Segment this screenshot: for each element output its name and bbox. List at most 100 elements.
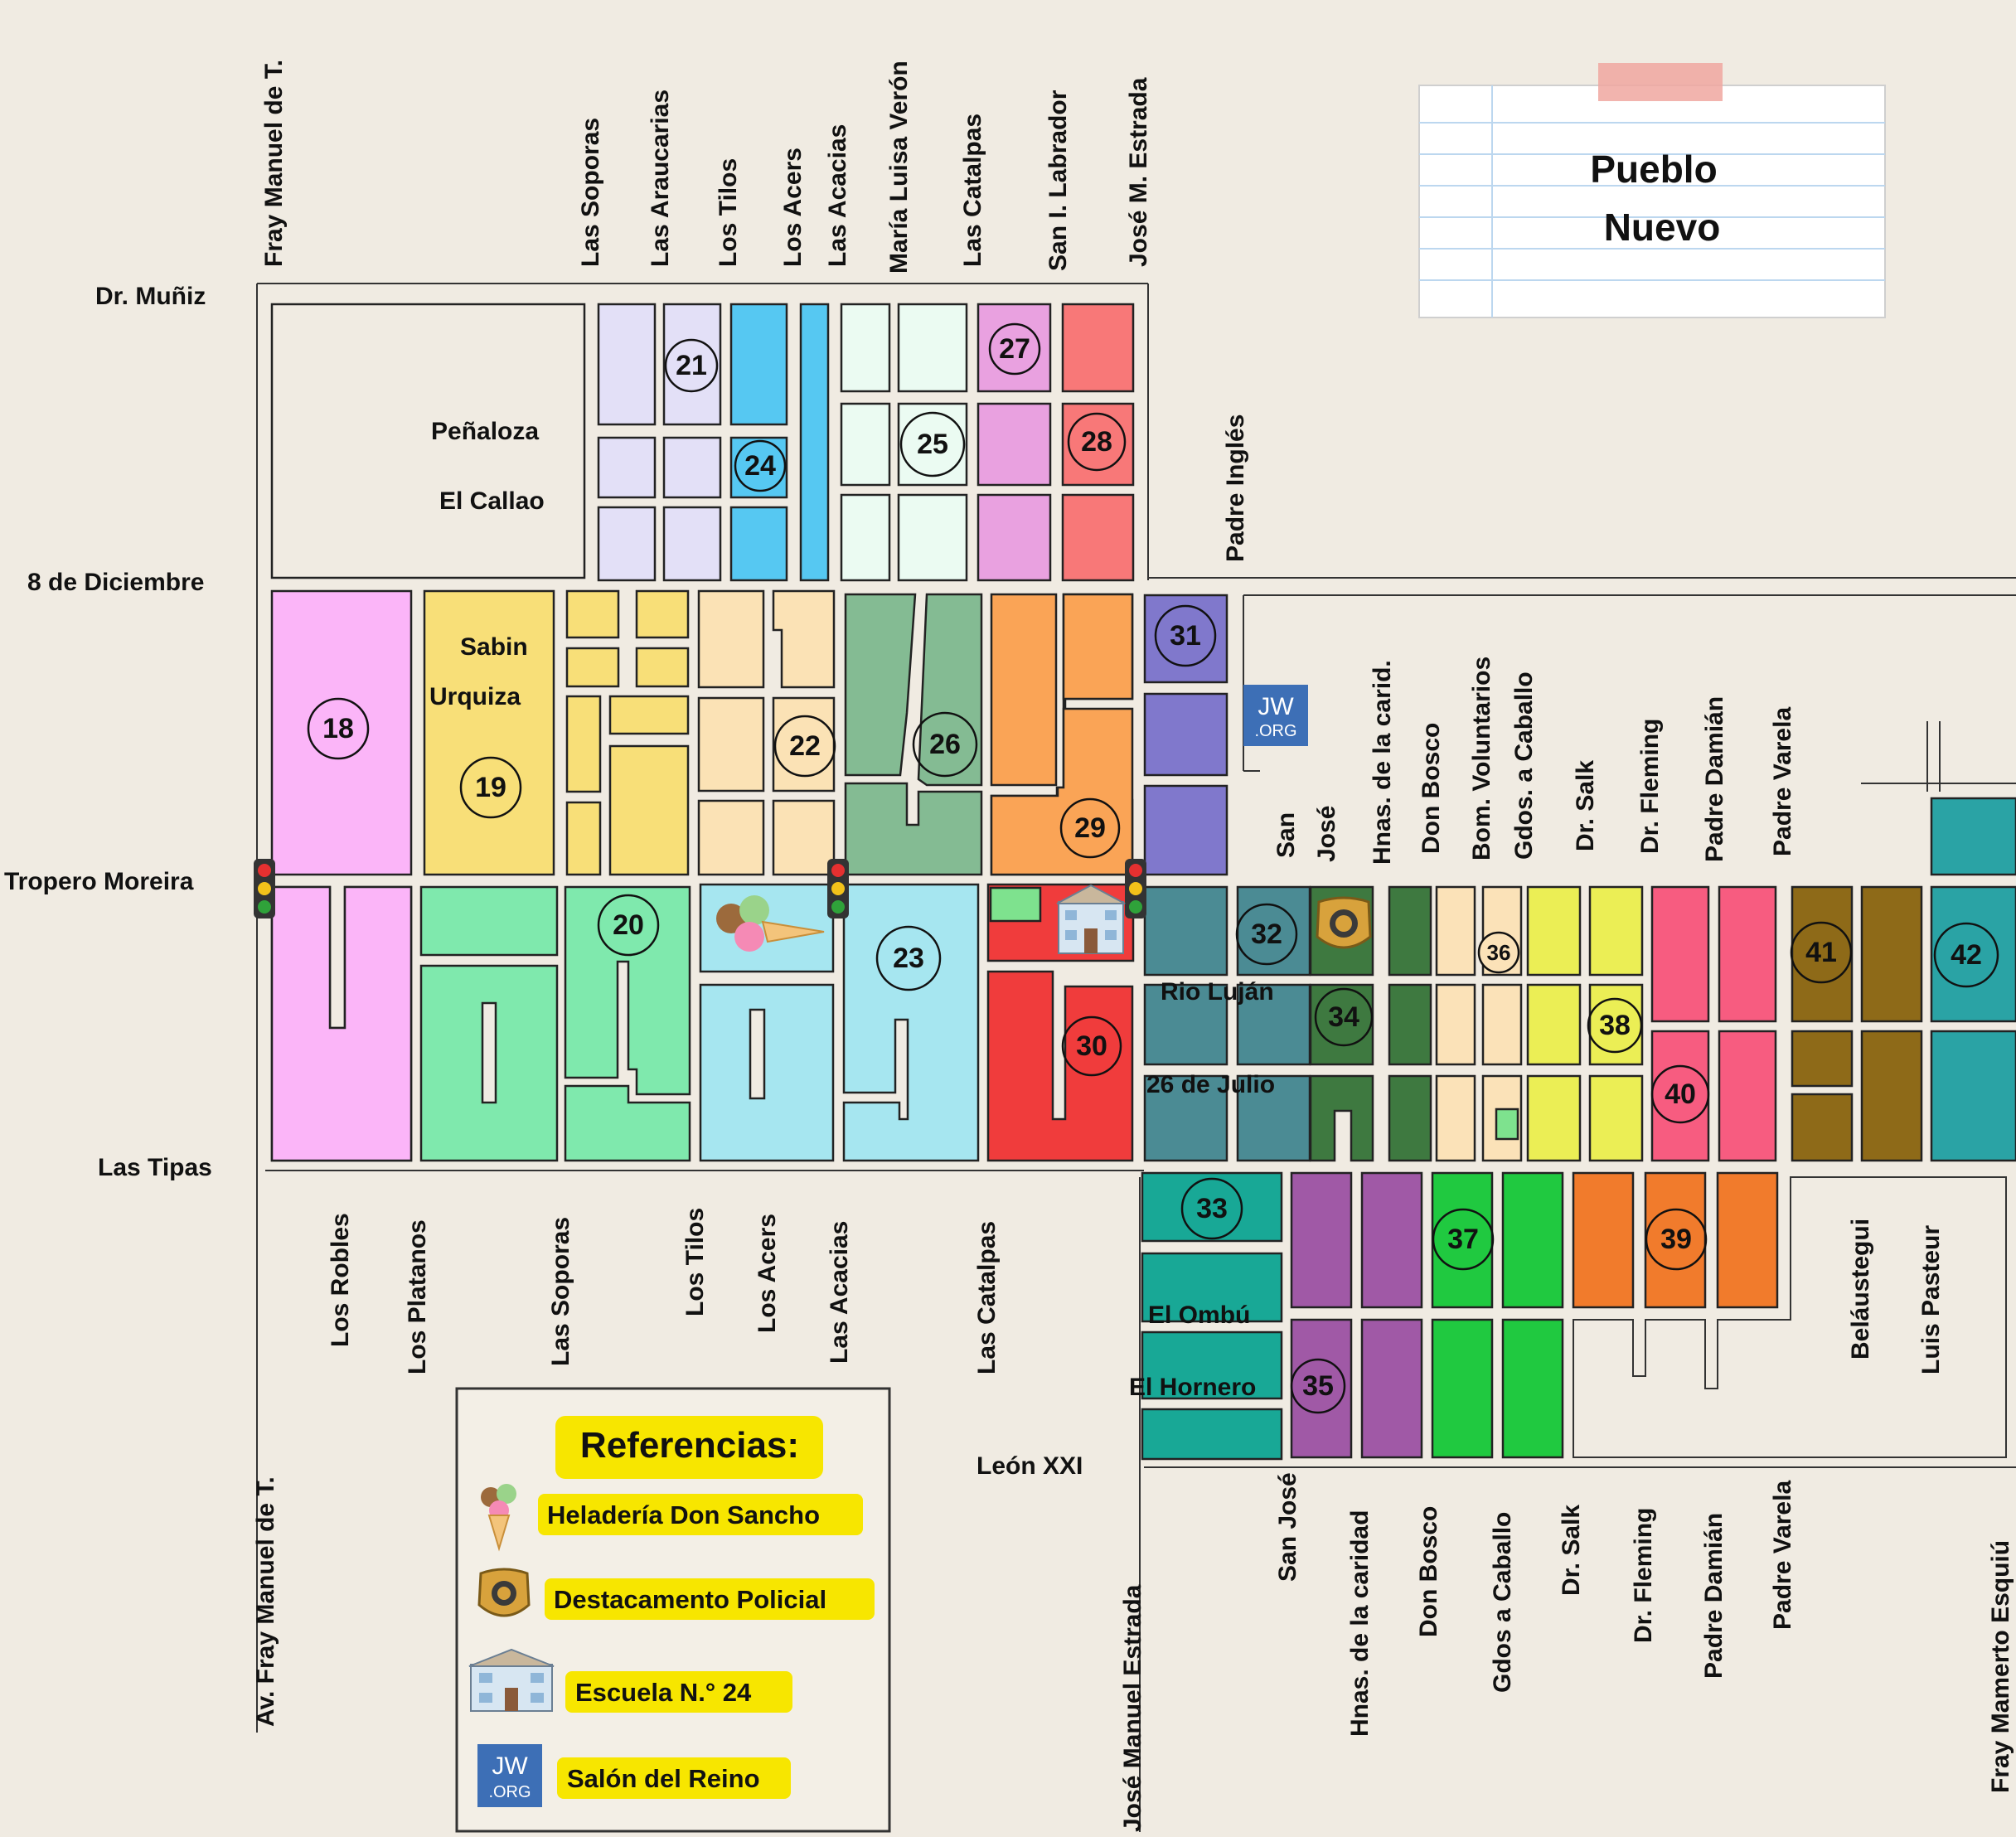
street-label: Los Tilos bbox=[681, 1208, 709, 1316]
street-label: Urquiza bbox=[429, 683, 521, 710]
territory-number: 32 bbox=[1235, 903, 1298, 966]
svg-text:36: 36 bbox=[1487, 940, 1511, 965]
territory-number: 30 bbox=[1061, 1015, 1122, 1077]
jw-org-icon: JW .ORG bbox=[477, 1744, 542, 1807]
street-label: Don Bosco bbox=[1415, 1506, 1442, 1637]
territory-number: 35 bbox=[1290, 1358, 1346, 1414]
jw-org-icon: JW .ORG bbox=[1243, 685, 1308, 746]
svg-text:41: 41 bbox=[1805, 937, 1837, 968]
street-label: Padre Varela bbox=[1769, 1481, 1796, 1630]
svg-text:21: 21 bbox=[676, 350, 707, 381]
svg-text:40: 40 bbox=[1665, 1078, 1696, 1110]
territory-number: 22 bbox=[773, 715, 836, 778]
street-label: Dr. Salk bbox=[1558, 1505, 1585, 1596]
street-label: Don Bosco bbox=[1418, 723, 1445, 854]
svg-text:20: 20 bbox=[613, 909, 644, 941]
street-label: Los Acers bbox=[779, 148, 807, 267]
road-edges bbox=[256, 283, 2016, 1832]
territory-number: 31 bbox=[1154, 604, 1217, 667]
svg-text:29: 29 bbox=[1074, 812, 1106, 844]
legend: Referencias: Heladería Don Sancho Destac… bbox=[455, 1387, 891, 1833]
svg-text:33: 33 bbox=[1196, 1193, 1228, 1224]
territory-number: 40 bbox=[1650, 1064, 1710, 1124]
traffic-light-icon bbox=[827, 859, 849, 918]
territory-number: 33 bbox=[1180, 1177, 1243, 1240]
horizontal-street-labels: Dr. Muñiz Peñaloza El Callao 8 de Diciem… bbox=[4, 283, 1275, 1480]
legend-label: Escuela N.° 24 bbox=[575, 1678, 752, 1707]
police-badge-icon bbox=[477, 1568, 531, 1617]
svg-text:38: 38 bbox=[1599, 1010, 1631, 1041]
street-label: Los Acers bbox=[754, 1214, 781, 1333]
territory-number: 41 bbox=[1790, 921, 1853, 984]
street-label: Gdos a Caballo bbox=[1489, 1512, 1516, 1693]
street-label: Los Tilos bbox=[715, 158, 742, 267]
legend-label: Destacamento Policial bbox=[554, 1585, 826, 1614]
street-label: Las Catalpas bbox=[959, 114, 986, 267]
legend-title: Referencias: bbox=[580, 1425, 799, 1466]
street-label: San José bbox=[1274, 1472, 1301, 1582]
street-label: José M. Estrada bbox=[1125, 77, 1152, 267]
svg-text:30: 30 bbox=[1076, 1030, 1107, 1062]
svg-text:32: 32 bbox=[1251, 918, 1282, 950]
territory-number: 25 bbox=[899, 411, 966, 477]
svg-text:31: 31 bbox=[1170, 620, 1201, 652]
svg-text:18: 18 bbox=[322, 713, 354, 744]
svg-text:24: 24 bbox=[744, 450, 776, 482]
street-label: Dr. Muñiz bbox=[95, 283, 206, 310]
street-label: Tropero Moreira bbox=[4, 868, 194, 895]
street-label: Bom. Voluntarios bbox=[1468, 657, 1495, 860]
title-line-1: Pueblo bbox=[1590, 148, 1717, 191]
street-label: Las Catalpas bbox=[973, 1221, 1001, 1374]
traffic-light-icon bbox=[1125, 859, 1146, 918]
vertical-street-labels-top: Fray Manuel de T. Las Soporas Las Arauca… bbox=[260, 60, 1796, 865]
territory-number: 23 bbox=[875, 925, 942, 991]
street-label: Padre Inglés bbox=[1222, 414, 1249, 562]
street-label: Peñaloza bbox=[431, 418, 539, 445]
territory-number: 27 bbox=[988, 322, 1041, 376]
street-label: Las Acacias bbox=[824, 124, 851, 267]
svg-text:35: 35 bbox=[1302, 1370, 1334, 1402]
territory-number: 19 bbox=[459, 756, 522, 819]
street-label: Fray Mamerto Esquiú bbox=[1987, 1540, 2014, 1793]
territory-number: 18 bbox=[307, 697, 370, 760]
territory-number: 21 bbox=[664, 338, 719, 393]
territory-labels: 21 24 25 27 28 18 19 22 26 29 31 20 23 3… bbox=[307, 322, 1999, 1414]
street-label: Padre Varela bbox=[1769, 707, 1796, 856]
street-label: Padre Damián bbox=[1700, 1513, 1728, 1679]
vertical-street-labels-bottom: Los Robles Los Platanos Las Soporas Los … bbox=[252, 1208, 2014, 1832]
ice-cream-icon bbox=[481, 1484, 516, 1552]
svg-text:26: 26 bbox=[929, 729, 961, 760]
svg-text:27: 27 bbox=[999, 333, 1030, 365]
school-icon bbox=[1056, 884, 1126, 954]
title-line-2: Nuevo bbox=[1604, 206, 1721, 249]
jw-logo-line2: .ORG bbox=[1254, 722, 1296, 740]
street-label: Las Soporas bbox=[577, 118, 604, 267]
svg-text:42: 42 bbox=[1951, 939, 1982, 971]
svg-text:37: 37 bbox=[1447, 1224, 1479, 1255]
street-label: Av. Fray Manuel de T. bbox=[252, 1476, 279, 1727]
street-label: Gdos. a Caballo bbox=[1510, 671, 1538, 860]
title-note: Pueblo Nuevo bbox=[1418, 63, 1886, 318]
police-badge-icon bbox=[1316, 896, 1372, 949]
street-label: José Manuel Estrada bbox=[1119, 1584, 1146, 1832]
ice-cream-icon bbox=[716, 895, 825, 952]
street-label: Beláustegui bbox=[1847, 1219, 1874, 1360]
svg-text:JW: JW bbox=[492, 1752, 528, 1780]
territory-number: 34 bbox=[1314, 987, 1374, 1047]
street-label: El Ombú bbox=[1148, 1301, 1250, 1329]
street-label: Las Soporas bbox=[547, 1217, 574, 1366]
street-label: Hnas. de la carid. bbox=[1369, 660, 1396, 865]
street-label: Los Platanos bbox=[404, 1219, 431, 1374]
territory-number: 24 bbox=[734, 439, 787, 492]
territory-number: 39 bbox=[1645, 1208, 1708, 1271]
territory-number: 20 bbox=[597, 894, 660, 957]
svg-text:23: 23 bbox=[893, 943, 924, 974]
territory-number: 29 bbox=[1059, 797, 1121, 859]
street-label: El Hornero bbox=[1129, 1374, 1256, 1401]
traffic-light-icon bbox=[254, 859, 275, 918]
street-label: Hnas. de la caridad bbox=[1346, 1510, 1374, 1737]
svg-text:19: 19 bbox=[475, 772, 506, 803]
jw-logo-line1: JW bbox=[1258, 693, 1294, 720]
street-label: Dr. Fleming bbox=[1636, 719, 1664, 854]
